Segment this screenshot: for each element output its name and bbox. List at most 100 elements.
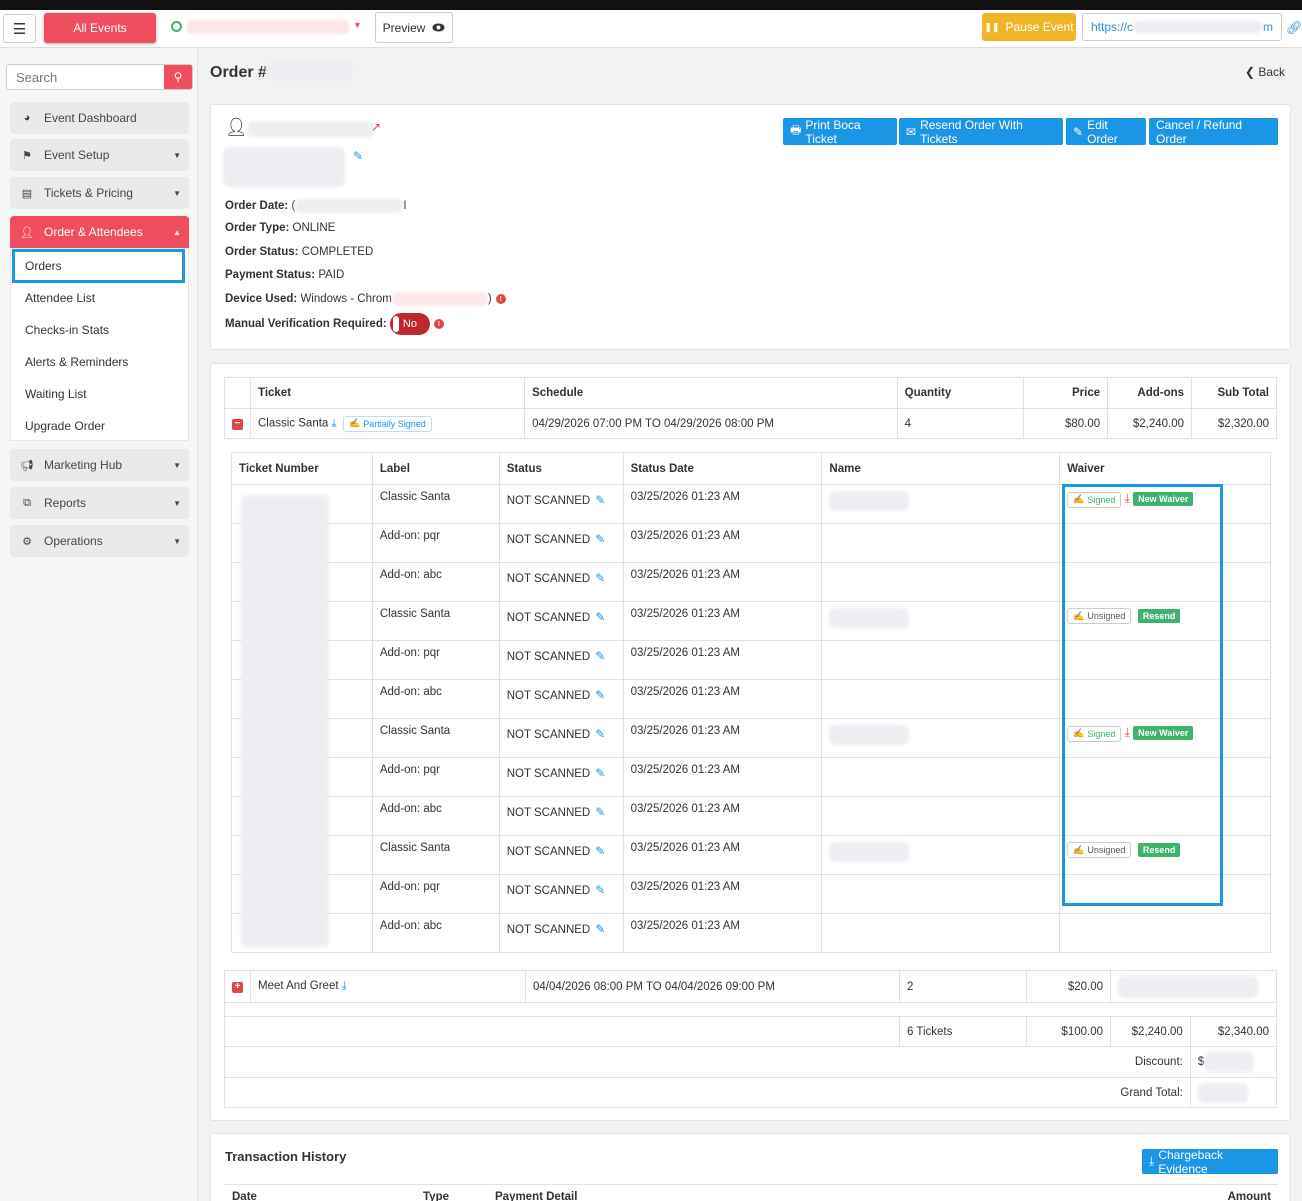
download-waiver-icon[interactable]: ⤓: [1124, 725, 1130, 739]
download-icon[interactable]: ⤓: [331, 417, 337, 429]
sidebar-item-event-dashboard[interactable]: ◕ Event Dashboard: [10, 102, 189, 134]
status-date: 03/25/2026 01:23 AM: [630, 647, 740, 659]
ticket-icon: ▤: [21, 187, 33, 200]
status-date-cell: 03/25/2026 01:23 AM: [622, 679, 823, 719]
schedule-cell: 04/29/2026 07:00 PM TO 04/29/2026 08:00 …: [524, 408, 898, 439]
download-icon[interactable]: ⤓: [341, 980, 347, 992]
edit-status-icon[interactable]: ✎: [595, 649, 606, 663]
edit-status-icon[interactable]: ✎: [595, 571, 606, 585]
status-date: 03/25/2026 01:23 AM: [630, 803, 740, 815]
event-url-field[interactable]: https://c m: [1082, 13, 1282, 41]
megaphone-icon: 📢︎: [20, 459, 34, 472]
header-spacer: [224, 377, 251, 409]
edit-status-icon[interactable]: ✎: [595, 493, 606, 507]
order-type-value: ONLINE: [292, 222, 336, 234]
new-waiver-button[interactable]: New Waiver: [1133, 726, 1194, 740]
waiver-cell: [1059, 523, 1271, 563]
edit-status-icon[interactable]: ✎: [595, 922, 606, 936]
info-icon[interactable]: !: [433, 319, 444, 329]
payment-status-value: PAID: [318, 269, 345, 281]
sidebar-item-reports[interactable]: ⧉ Reports ▼: [10, 487, 189, 519]
edit-order-button[interactable]: ✎ Edit Order: [1066, 118, 1146, 146]
chevron-down-icon: ▼: [173, 188, 181, 198]
sidebar-subitem-alerts[interactable]: Alerts & Reminders: [25, 355, 129, 369]
ticket-label: Add-on: abc: [379, 803, 442, 815]
header-ticket: Ticket: [249, 377, 526, 409]
link-icon[interactable]: 🔗︎: [1286, 20, 1302, 35]
back-link[interactable]: ❮ Back: [1245, 65, 1285, 79]
expand-icon[interactable]: +: [232, 981, 243, 993]
status-value: NOT SCANNED: [506, 729, 591, 741]
all-events-button[interactable]: All Events: [44, 13, 156, 43]
table-row: Add-on: pqr NOT SCANNED ✎ 03/25/2026 01:23 …: [231, 640, 1271, 680]
header-waiver: Waiver: [1059, 452, 1271, 485]
ticket-label: Add-on: pqr: [379, 881, 440, 893]
order-status-value: COMPLETED: [301, 246, 374, 258]
chevron-down-icon: ▼: [173, 150, 181, 160]
cancel-refund-order-button[interactable]: Cancel / Refund Order: [1149, 118, 1278, 146]
resend-waiver-button[interactable]: Resend: [1137, 608, 1181, 623]
pause-event-button[interactable]: ❚❚ Pause Event: [982, 13, 1076, 41]
label-cell: Classic Santa: [371, 484, 500, 524]
print-boca-ticket-button[interactable]: 🖶 Print Boca Ticket: [783, 118, 897, 146]
status-cell: NOT SCANNED ✎: [498, 523, 624, 563]
event-selector[interactable]: [187, 20, 349, 34]
search-input[interactable]: [7, 65, 165, 89]
table-row: Add-on: abc NOT SCANNED ✎ 03/25/2026 01:23 …: [231, 562, 1271, 602]
sidebar-subitem-checkin-stats[interactable]: Checks-in Stats: [25, 323, 110, 337]
url-redacted: [1133, 21, 1264, 33]
ticket-name: Meet And Greet: [258, 980, 339, 992]
new-waiver-button[interactable]: New Waiver: [1133, 492, 1194, 506]
edit-status-icon[interactable]: ✎: [595, 805, 606, 819]
attendee-name-redacted: [829, 842, 910, 862]
edit-pencil-icon[interactable]: ✎: [353, 149, 364, 163]
info-icon[interactable]: !: [495, 294, 506, 304]
resend-waiver-button[interactable]: Resend: [1137, 842, 1181, 857]
download-waiver-icon[interactable]: ⤓: [1124, 491, 1130, 505]
status-date-cell: 03/25/2026 01:23 AM: [622, 718, 823, 758]
sidebar-item-marketing-hub[interactable]: 📢︎ Marketing Hub ▼: [10, 449, 189, 481]
chevron-down-icon[interactable]: ▼: [353, 20, 362, 30]
transaction-history-title: Transaction History: [225, 1149, 347, 1164]
edit-status-icon[interactable]: ✎: [595, 532, 606, 546]
edit-status-icon[interactable]: ✎: [595, 727, 606, 741]
sidebar-subitem-waiting-list[interactable]: Waiting List: [25, 387, 87, 401]
table-row: Classic Santa NOT SCANNED ✎ 03/25/2026 01:2…: [231, 484, 1271, 524]
chargeback-evidence-button[interactable]: ⤓ Chargeback Evidence: [1142, 1148, 1278, 1176]
sidebar-subitem-upgrade-order[interactable]: Upgrade Order: [25, 419, 106, 433]
amount-redacted: [1118, 975, 1258, 998]
status-value: NOT SCANNED: [506, 885, 591, 897]
sidebar-item-tickets-pricing[interactable]: ▤ Tickets & Pricing ▼: [10, 177, 189, 209]
sidebar-item-operations[interactable]: ⚙ Operations ▼: [10, 525, 189, 557]
menu-toggle-button[interactable]: ☰: [3, 14, 36, 43]
order-status-label: Order Status:: [225, 246, 299, 258]
signature-icon: ✍: [1073, 494, 1085, 504]
discount-start: $: [1197, 1056, 1205, 1069]
sidebar-item-order-attendees[interactable]: 👤︎ Order & Attendees ▲: [10, 216, 189, 248]
table-row: Add-on: pqr NOT SCANNED ✎ 03/25/2026 01:23 …: [231, 757, 1271, 797]
table-row: Add-on: abc NOT SCANNED ✎ 03/25/2026 01:23 …: [231, 679, 1271, 719]
edit-status-icon[interactable]: ✎: [595, 610, 606, 624]
resend-order-button[interactable]: ✉ Resend Order With Tickets: [899, 118, 1063, 146]
addons-cell: $2,240.00: [1107, 408, 1193, 439]
badge-label: Partially Signed: [363, 418, 426, 429]
edit-status-icon[interactable]: ✎: [595, 688, 606, 702]
edit-status-icon[interactable]: ✎: [595, 883, 606, 897]
table-row: Add-on: abc NOT SCANNED ✎ 03/25/2026 01:23 …: [231, 796, 1271, 836]
edit-status-icon[interactable]: ✎: [595, 766, 606, 780]
sidebar-item-event-setup[interactable]: ⚑ Event Setup ▼: [10, 139, 189, 171]
manual-verification-toggle[interactable]: No: [389, 313, 430, 335]
search-button[interactable]: ⚲: [164, 65, 192, 89]
edit-status-icon[interactable]: ✎: [595, 844, 606, 858]
sidebar-subitem-attendee-list[interactable]: Attendee List: [25, 291, 96, 305]
status-date-cell: 03/25/2026 01:23 AM: [622, 640, 823, 680]
collapse-icon[interactable]: −: [232, 418, 243, 430]
preview-button[interactable]: Preview: [375, 12, 453, 43]
sidebar-item-label: Reports: [44, 496, 87, 510]
grand-total-label: Grand Total:: [224, 1077, 1191, 1108]
label-cell: Add-on: abc: [371, 913, 500, 953]
order-date-label: Order Date:: [225, 200, 289, 213]
sidebar-subitem-orders[interactable]: Orders: [25, 259, 62, 273]
external-link-icon[interactable]: ↗: [371, 120, 382, 134]
subtotal-cell: $2,320.00: [1191, 408, 1277, 439]
